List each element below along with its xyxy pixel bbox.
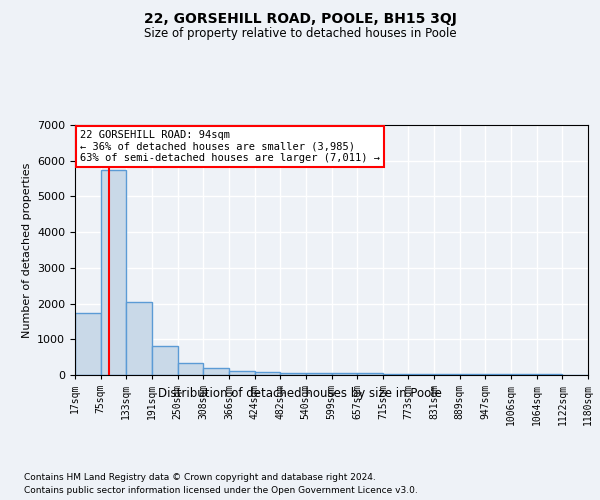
Bar bbox=[305, 373, 332, 375]
Bar bbox=[358, 374, 383, 375]
Bar bbox=[254, 372, 280, 375]
Bar bbox=[537, 374, 562, 375]
Bar bbox=[101, 170, 126, 375]
Bar bbox=[178, 362, 203, 375]
Bar bbox=[203, 368, 229, 375]
Bar bbox=[409, 374, 434, 375]
Text: 22, GORSEHILL ROAD, POOLE, BH15 3QJ: 22, GORSEHILL ROAD, POOLE, BH15 3QJ bbox=[143, 12, 457, 26]
Bar bbox=[152, 346, 178, 375]
Bar bbox=[229, 370, 254, 375]
Text: 22 GORSEHILL ROAD: 94sqm
← 36% of detached houses are smaller (3,985)
63% of sem: 22 GORSEHILL ROAD: 94sqm ← 36% of detach… bbox=[80, 130, 380, 163]
Text: Distribution of detached houses by size in Poole: Distribution of detached houses by size … bbox=[158, 388, 442, 400]
Bar bbox=[485, 374, 511, 375]
Bar bbox=[75, 312, 101, 375]
Bar bbox=[383, 374, 409, 375]
Bar bbox=[434, 374, 460, 375]
Text: Size of property relative to detached houses in Poole: Size of property relative to detached ho… bbox=[143, 28, 457, 40]
Bar bbox=[280, 373, 305, 375]
Bar bbox=[126, 302, 152, 375]
Bar bbox=[332, 373, 358, 375]
Bar bbox=[460, 374, 485, 375]
Text: Contains public sector information licensed under the Open Government Licence v3: Contains public sector information licen… bbox=[24, 486, 418, 495]
Bar bbox=[511, 374, 537, 375]
Y-axis label: Number of detached properties: Number of detached properties bbox=[22, 162, 32, 338]
Text: Contains HM Land Registry data © Crown copyright and database right 2024.: Contains HM Land Registry data © Crown c… bbox=[24, 472, 376, 482]
